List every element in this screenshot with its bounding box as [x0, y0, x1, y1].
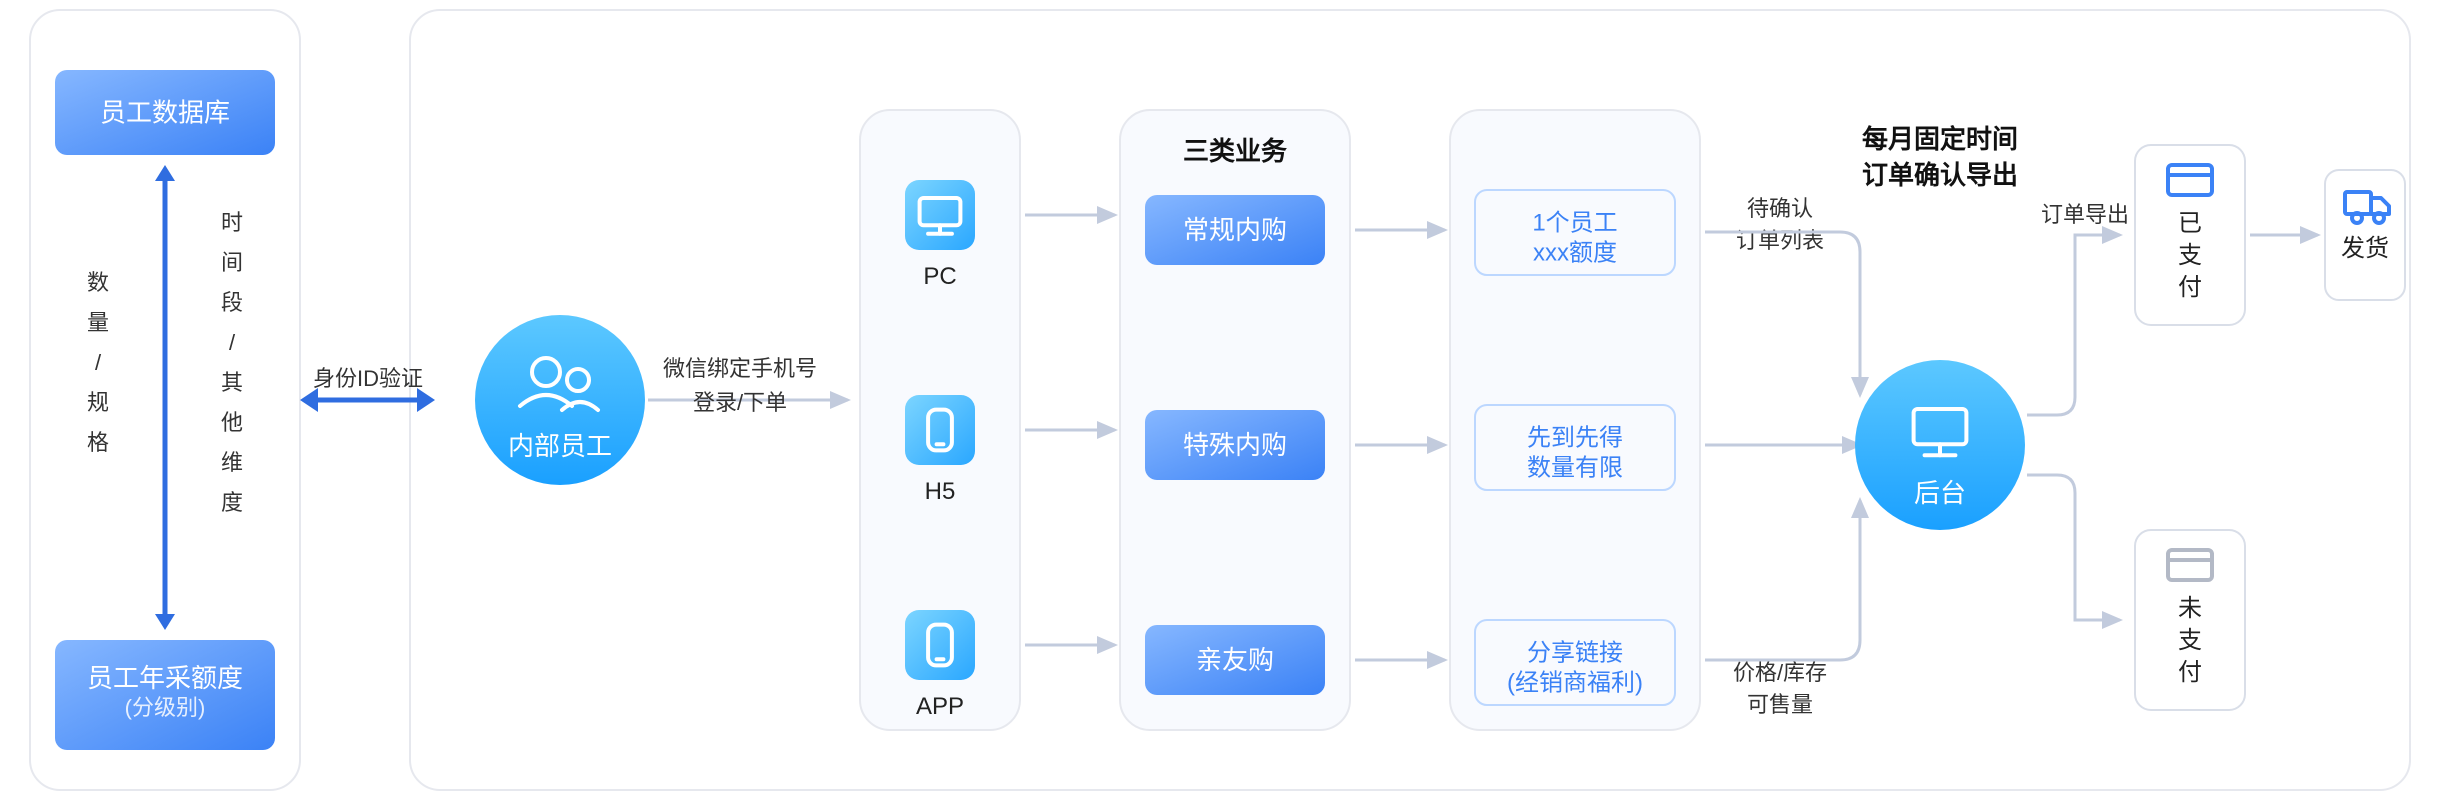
- svg-text:支: 支: [2178, 627, 2202, 654]
- svg-text:已: 已: [2178, 210, 2202, 237]
- svg-text:(分级别): (分级别): [125, 695, 206, 720]
- svg-text:未: 未: [2178, 595, 2202, 622]
- svg-text:订单确认导出: 订单确认导出: [1862, 160, 2018, 190]
- rules-group: [1450, 110, 1700, 730]
- svg-text:付: 付: [2178, 659, 2202, 686]
- svg-text:付: 付: [2178, 274, 2202, 301]
- svg-text:分享链接: 分享链接: [1527, 639, 1623, 666]
- svg-text:其: 其: [221, 370, 243, 395]
- svg-text:每月固定时间: 每月固定时间: [1862, 124, 2018, 154]
- svg-text:(经销商福利): (经销商福利): [1507, 669, 1643, 696]
- svg-text:规: 规: [87, 390, 109, 415]
- svg-text:亲友购: 亲友购: [1196, 645, 1274, 675]
- svg-text:xxx额度: xxx额度: [1533, 239, 1617, 266]
- svg-text:/: /: [229, 330, 236, 355]
- svg-text:员工年采额度: 员工年采额度: [87, 663, 243, 693]
- svg-text:员工数据库: 员工数据库: [100, 97, 230, 127]
- svg-text:微信绑定手机号: 微信绑定手机号: [663, 356, 817, 381]
- svg-text:后台: 后台: [1914, 478, 1966, 508]
- monitor-icon: [905, 180, 975, 250]
- svg-text:度: 度: [221, 490, 243, 515]
- svg-text:内部员工: 内部员工: [508, 431, 612, 461]
- svg-text:登录/下单: 登录/下单: [693, 390, 787, 415]
- diagram-canvas: 员工数据库员工年采额度(分级别) 数量 / 规格 时间段 / 其他维度 身份ID验证内部员工 微…: [0, 0, 2440, 804]
- svg-text:段: 段: [221, 290, 243, 315]
- svg-text:时: 时: [221, 210, 243, 235]
- svg-text:价格/库存: 价格/库存: [1733, 660, 1827, 685]
- phone-icon: [905, 395, 975, 465]
- svg-text:量: 量: [87, 310, 109, 335]
- svg-text:先到先得: 先到先得: [1527, 424, 1623, 451]
- svg-text:维: 维: [221, 450, 243, 475]
- svg-text:他: 他: [221, 410, 243, 435]
- svg-text:支: 支: [2178, 242, 2202, 269]
- svg-text:订单导出: 订单导出: [2041, 202, 2129, 227]
- svg-text:PC: PC: [923, 263, 956, 290]
- phone-icon: [905, 610, 975, 680]
- svg-text:发货: 发货: [2341, 235, 2389, 262]
- svg-text:常规内购: 常规内购: [1183, 215, 1287, 245]
- svg-text:数量有限: 数量有限: [1527, 454, 1623, 481]
- svg-text:格: 格: [87, 430, 109, 455]
- svg-text:三类业务: 三类业务: [1183, 136, 1287, 166]
- svg-text:H5: H5: [925, 478, 956, 505]
- svg-text:可售量: 可售量: [1747, 692, 1813, 717]
- svg-text:待确认: 待确认: [1747, 196, 1813, 221]
- svg-text:APP: APP: [916, 693, 964, 720]
- svg-text:特殊内购: 特殊内购: [1183, 430, 1287, 460]
- svg-text:身份ID验证: 身份ID验证: [313, 366, 423, 391]
- svg-text:数: 数: [87, 270, 109, 295]
- svg-text:/: /: [95, 350, 102, 375]
- svg-text:1个员工: 1个员工: [1532, 209, 1617, 236]
- svg-text:间: 间: [221, 250, 243, 275]
